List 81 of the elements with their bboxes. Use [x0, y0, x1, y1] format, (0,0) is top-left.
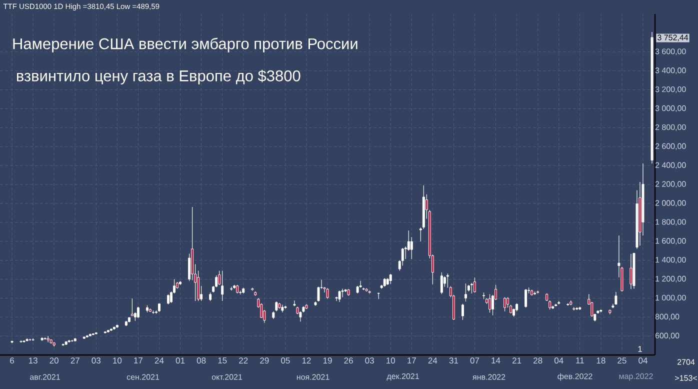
candlestick: [461, 304, 464, 320]
x-tick-label: 08: [196, 358, 206, 364]
candlestick: [524, 288, 528, 308]
x-tick-label: 25: [618, 358, 626, 364]
candlestick: [504, 296, 506, 312]
candlestick: [410, 236, 413, 260]
x-tick-label: 01: [176, 358, 185, 364]
x-tick-label: 24: [154, 358, 164, 364]
y-tick-label: 1 000,00: [656, 294, 686, 302]
x-tick-label: 10: [113, 358, 122, 364]
text: сен.2021: [126, 374, 160, 380]
text: окт.2021: [212, 374, 242, 380]
x-tick-label: 6: [10, 358, 14, 364]
x-tick-label: 28: [534, 358, 542, 364]
y-tick-label: 2 000,00: [655, 200, 686, 207]
candlestick: [389, 274, 392, 284]
candlestick: [473, 277, 476, 293]
y-tick-label: 2 200,00: [655, 181, 686, 188]
text: >153<: [675, 375, 697, 381]
x-tick-label: 04: [554, 358, 564, 364]
candlestick: [275, 301, 278, 312]
candlestick: [167, 294, 170, 305]
x-tick-label: 13: [28, 358, 38, 364]
y-tick-label: 1 600,00: [656, 238, 686, 245]
y-tick-label: 1 200,00: [656, 276, 686, 283]
candlestick: [136, 306, 140, 318]
y-tick-label: 1 800,00: [656, 219, 686, 226]
candlestick: [130, 298, 134, 316]
x-tick-label: 14: [492, 358, 500, 364]
y-tick-label: 3 600,00: [655, 48, 686, 56]
x-tick-label: 22: [239, 358, 248, 364]
y-tick-label: 2 800,00: [655, 124, 686, 131]
text: янв.2022: [472, 374, 506, 380]
candlestick: [326, 288, 329, 299]
y-tick-label: 2 600,00: [655, 143, 686, 150]
y-tick-label: 3 200,00: [655, 86, 686, 94]
annotation: 1: [638, 346, 642, 352]
candlestick: [614, 292, 618, 306]
x-tick-label: 17: [408, 358, 416, 364]
x-tick-label: 31: [449, 358, 458, 364]
candlestick: [470, 282, 473, 294]
x-tick-label: 21: [512, 358, 522, 364]
y-tick-label: 600,00: [655, 332, 680, 340]
candlestick: [338, 290, 341, 302]
text: фев.2022: [558, 373, 592, 381]
text: взвинтило цену газа в Европе до $3800: [17, 70, 300, 84]
x-tick-label: 24: [428, 358, 438, 364]
x-tick-label: 18: [596, 358, 606, 364]
x-tick-label: 19: [323, 358, 332, 364]
x-tick-label: 26: [344, 358, 353, 364]
x-tick-label: 07: [470, 358, 480, 364]
text: 3 752,44: [658, 34, 688, 42]
y-tick-label: 3 000,00: [655, 105, 686, 112]
y-tick-label: 2 400,00: [655, 162, 686, 169]
x-tick-label: 11: [576, 358, 584, 364]
candlestick: [440, 272, 443, 294]
text: ноя.2021: [296, 374, 330, 380]
text: мар.2022: [619, 373, 653, 381]
x-tick-label: 03: [365, 358, 374, 364]
x-tick-label: 10: [386, 358, 395, 364]
candlestick: [341, 288, 344, 298]
candlestick: [293, 300, 296, 307]
x-tick-label: 20: [50, 358, 58, 364]
x-tick-label: 03: [92, 358, 101, 364]
candlestick: [488, 294, 491, 313]
candlestick: [221, 270, 224, 302]
candlestick: [630, 254, 632, 290]
x-tick-label: 27: [70, 358, 80, 364]
y-tick-label: 3 400,00: [655, 68, 686, 74]
text: дек.2021: [386, 373, 419, 381]
text: Намерение США ввести эмбарго против России: [13, 38, 358, 52]
text: авг.2021: [30, 374, 60, 380]
x-tick-label: 05: [281, 358, 290, 364]
y-tick-label: 1 400,00: [656, 256, 686, 264]
x-tick-label: 29: [260, 358, 269, 364]
x-tick-label: 17: [134, 358, 143, 364]
x-tick-label: 15: [218, 358, 227, 364]
x-tick-label: 04: [638, 358, 648, 364]
x-tick-label: 12: [302, 358, 311, 364]
text: 2704: [678, 359, 695, 365]
candlestick: [464, 283, 467, 302]
